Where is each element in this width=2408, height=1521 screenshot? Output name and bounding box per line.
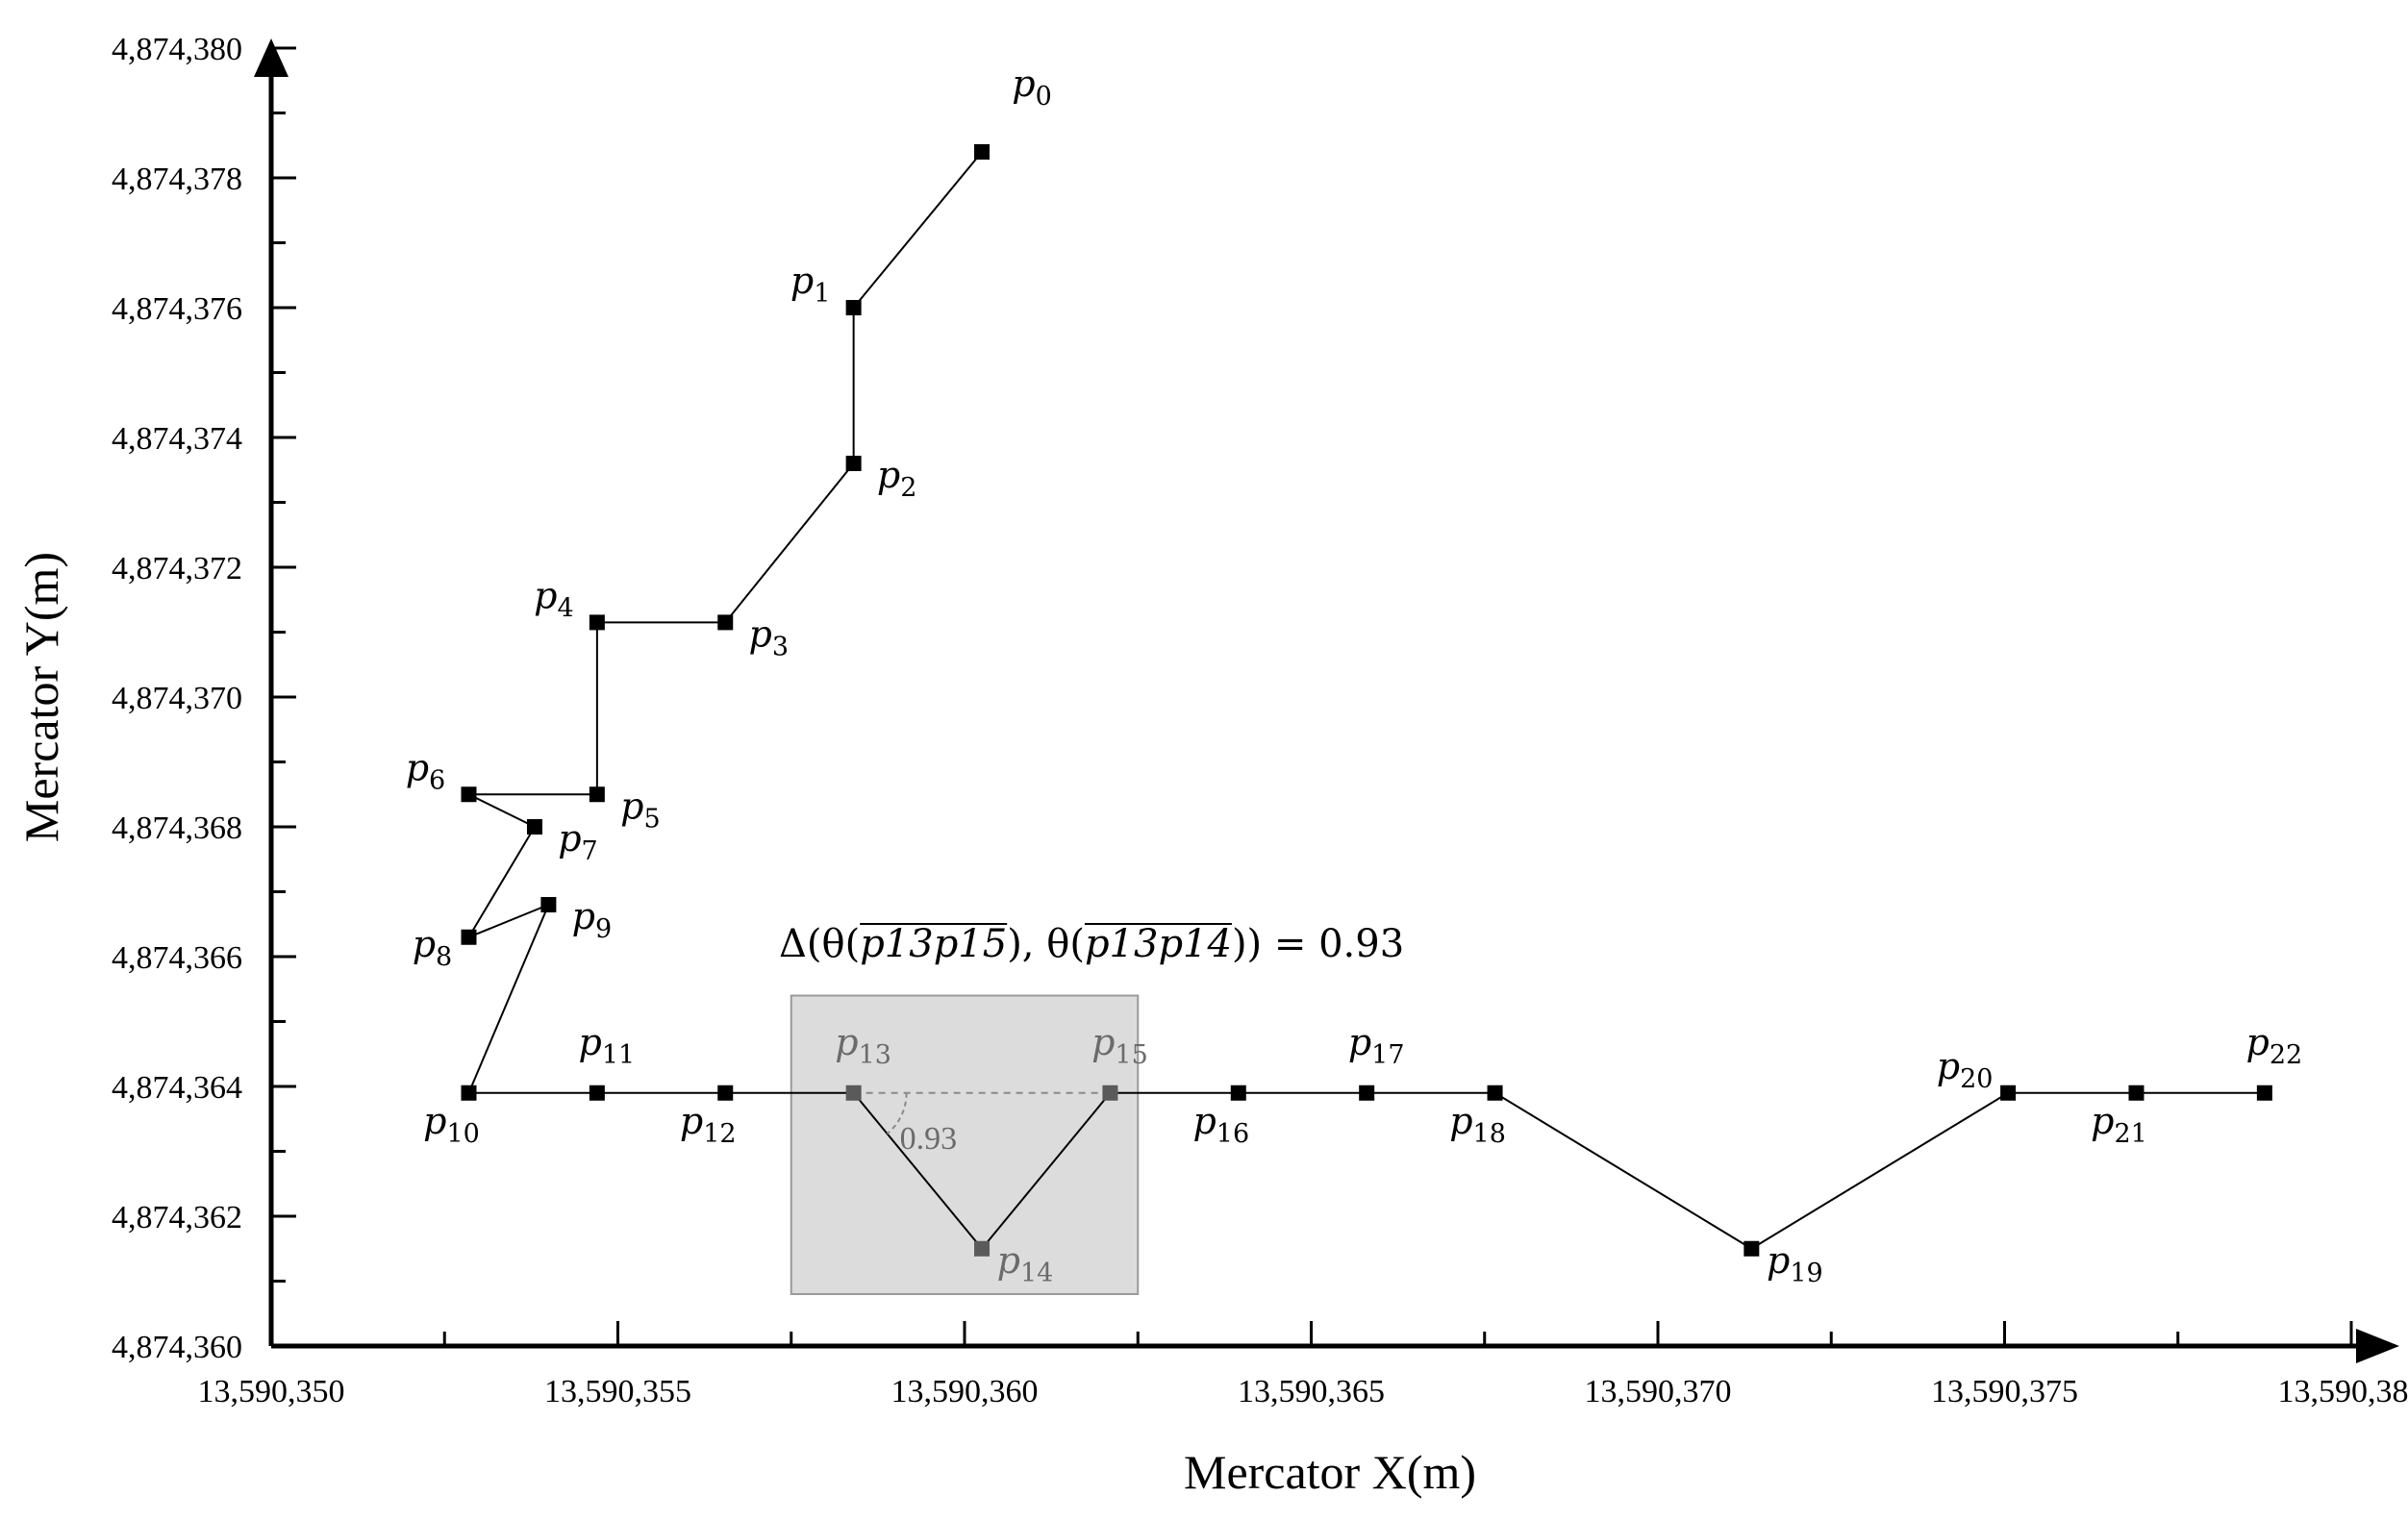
x-tick-label: 13,590,355 (544, 1374, 691, 1409)
point-marker (589, 786, 605, 803)
point-marker (589, 614, 605, 631)
y-tick-label: 4,874,378 (112, 162, 242, 197)
point-label: p19 (1767, 1239, 1823, 1288)
point-label: p3 (748, 612, 789, 661)
trajectory-markers (461, 144, 2272, 1257)
point-label: p7 (558, 817, 598, 866)
y-axis: 4,874,360 4,874,362 4,874,364 4,874,366 4,87… (112, 32, 296, 1365)
x-tick-label: 13,590,360 (891, 1374, 1039, 1409)
point-marker (1487, 1085, 1503, 1101)
point-label: p6 (406, 746, 446, 795)
point-label: p22 (2246, 1021, 2303, 1070)
angle-difference-annotation: Δ(θ(p13p15), θ(p13p14)) = 0.93 (779, 922, 1404, 966)
y-tick-label: 4,874,380 (112, 32, 242, 67)
point-label: p21 (2091, 1100, 2147, 1149)
x-tick-label: 13,590,375 (1931, 1374, 2078, 1409)
y-tick-label: 4,874,364 (112, 1070, 242, 1106)
point-marker (974, 144, 991, 160)
point-marker (461, 1085, 477, 1101)
point-marker (526, 819, 542, 835)
y-axis-arrow (254, 38, 288, 77)
point-marker (461, 786, 477, 803)
trajectory-segments (467, 151, 2265, 1250)
point-marker (717, 614, 734, 631)
y-tick-label: 4,874,370 (112, 681, 242, 716)
point-label: p18 (1449, 1100, 1506, 1149)
y-tick-label: 4,874,372 (112, 551, 242, 586)
trajectory-segment (852, 151, 983, 309)
y-axis-title: Mercator Y(m) (14, 552, 68, 842)
trajectory-segment (467, 826, 536, 938)
point-marker (717, 1085, 734, 1101)
point-marker (1230, 1085, 1246, 1101)
y-tick-label: 4,874,374 (112, 421, 242, 457)
point-label: p9 (572, 895, 613, 944)
point-marker (1743, 1240, 1760, 1257)
point-label: p11 (579, 1021, 636, 1070)
point-marker (589, 1085, 605, 1101)
point-marker (2128, 1085, 2145, 1101)
point-label: p14 (997, 1239, 1054, 1288)
point-marker (1359, 1085, 1375, 1101)
point-label: p16 (1192, 1100, 1249, 1149)
y-tick-label: 4,874,376 (112, 291, 242, 327)
point-label: p0 (1012, 62, 1052, 112)
point-marker (1102, 1085, 1118, 1101)
x-axis-arrow (2356, 1329, 2399, 1363)
trajectory-segment (468, 904, 549, 938)
trajectory-segment (467, 904, 550, 1094)
point-marker (2256, 1085, 2272, 1101)
x-tick-label: 13,590,365 (1238, 1374, 1385, 1409)
trajectory-segment (1494, 1091, 1752, 1250)
point-label: p8 (413, 923, 453, 972)
y-tick-label: 4,874,360 (112, 1330, 242, 1365)
point-label: p10 (423, 1100, 480, 1149)
point-marker (461, 929, 477, 945)
angle-arc (886, 1092, 908, 1135)
point-marker (845, 456, 862, 471)
x-axis-title: Mercator X(m) (1184, 1445, 1476, 1499)
x-tick-label: 13,590,350 (198, 1374, 345, 1409)
point-label: p2 (877, 454, 917, 503)
trajectory-segment (852, 1092, 983, 1250)
x-tick-label: 13,590,380 (2278, 1374, 2408, 1409)
point-label: p5 (620, 785, 661, 834)
point-labels: p0 p1 p2 p3 p4 p5 p6 p7 p8 p9 p10 p11 p12 p13 p14 p15 p1… (406, 62, 2302, 1288)
point-label: p1 (790, 260, 831, 309)
point-label: p12 (680, 1100, 737, 1149)
point-marker (540, 897, 557, 912)
angle-value-label: 0.93 (900, 1121, 958, 1157)
trajectory-segment (724, 462, 855, 624)
point-marker (845, 1085, 862, 1101)
point-marker (2000, 1085, 2017, 1101)
point-label: p17 (1348, 1021, 1405, 1070)
point-label: p20 (1937, 1045, 1994, 1094)
point-label: p13 (835, 1021, 891, 1070)
y-tick-label: 4,874,368 (112, 810, 242, 846)
y-tick-label: 4,874,362 (112, 1200, 242, 1235)
x-axis: 13,590,350 13,590,355 13,590,360 13,590,365… (198, 1321, 2408, 1409)
trajectory-segment (1750, 1091, 2009, 1250)
trajectory-segment (981, 1092, 1112, 1250)
x-tick-label: 13,590,370 (1585, 1374, 1732, 1409)
point-marker (845, 300, 862, 315)
point-label: p4 (534, 574, 574, 623)
point-marker (974, 1240, 991, 1257)
point-label: p15 (1091, 1021, 1148, 1070)
trajectory-segment (468, 793, 536, 828)
y-tick-label: 4,874,366 (112, 940, 242, 976)
highlight-region (790, 994, 1140, 1295)
